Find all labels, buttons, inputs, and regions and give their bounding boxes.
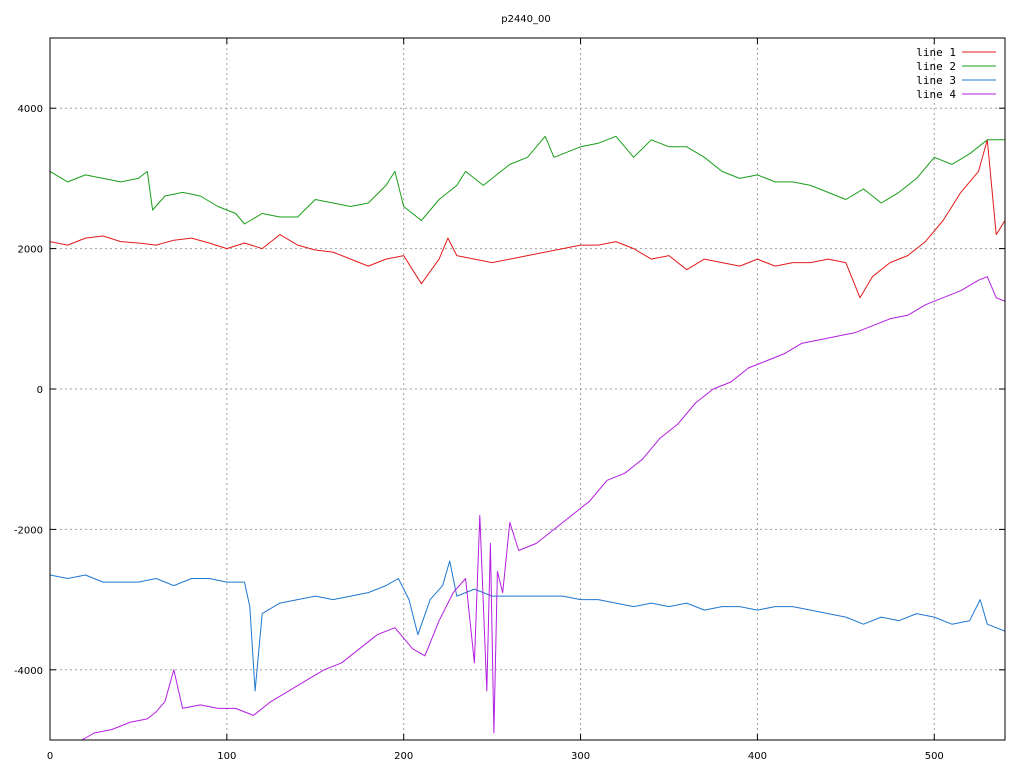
tick-labels: 0 100 200 300 400 500 -4000 -2000 0 2000 4000 — [14, 38, 1005, 762]
y-tick-label: 2000 — [18, 245, 43, 256]
y-tick-label: 0 — [37, 385, 43, 396]
legend-label: line 2 — [916, 60, 956, 73]
x-tick-label: 200 — [394, 751, 413, 762]
series-line-3 — [50, 560, 1005, 692]
series-line-1 — [50, 139, 1005, 299]
legend-label: line 3 — [916, 74, 956, 87]
x-tick-label: 500 — [925, 751, 944, 762]
grid — [50, 38, 1005, 740]
legend-label: line 4 — [916, 88, 956, 101]
series-line-2 — [50, 135, 1005, 225]
legend-label: line 1 — [916, 46, 956, 59]
series-line-4 — [81, 276, 1005, 740]
y-tick-label: -2000 — [14, 525, 43, 536]
chart-title: p2440_00 — [501, 14, 551, 25]
x-tick-label: 400 — [748, 751, 767, 762]
x-tick-label: 100 — [217, 751, 236, 762]
y-tick-label: 4000 — [18, 104, 43, 115]
y-tick-label: -4000 — [14, 666, 43, 677]
x-tick-label: 0 — [47, 751, 53, 762]
series-layer — [50, 135, 1005, 740]
x-tick-label: 300 — [571, 751, 590, 762]
